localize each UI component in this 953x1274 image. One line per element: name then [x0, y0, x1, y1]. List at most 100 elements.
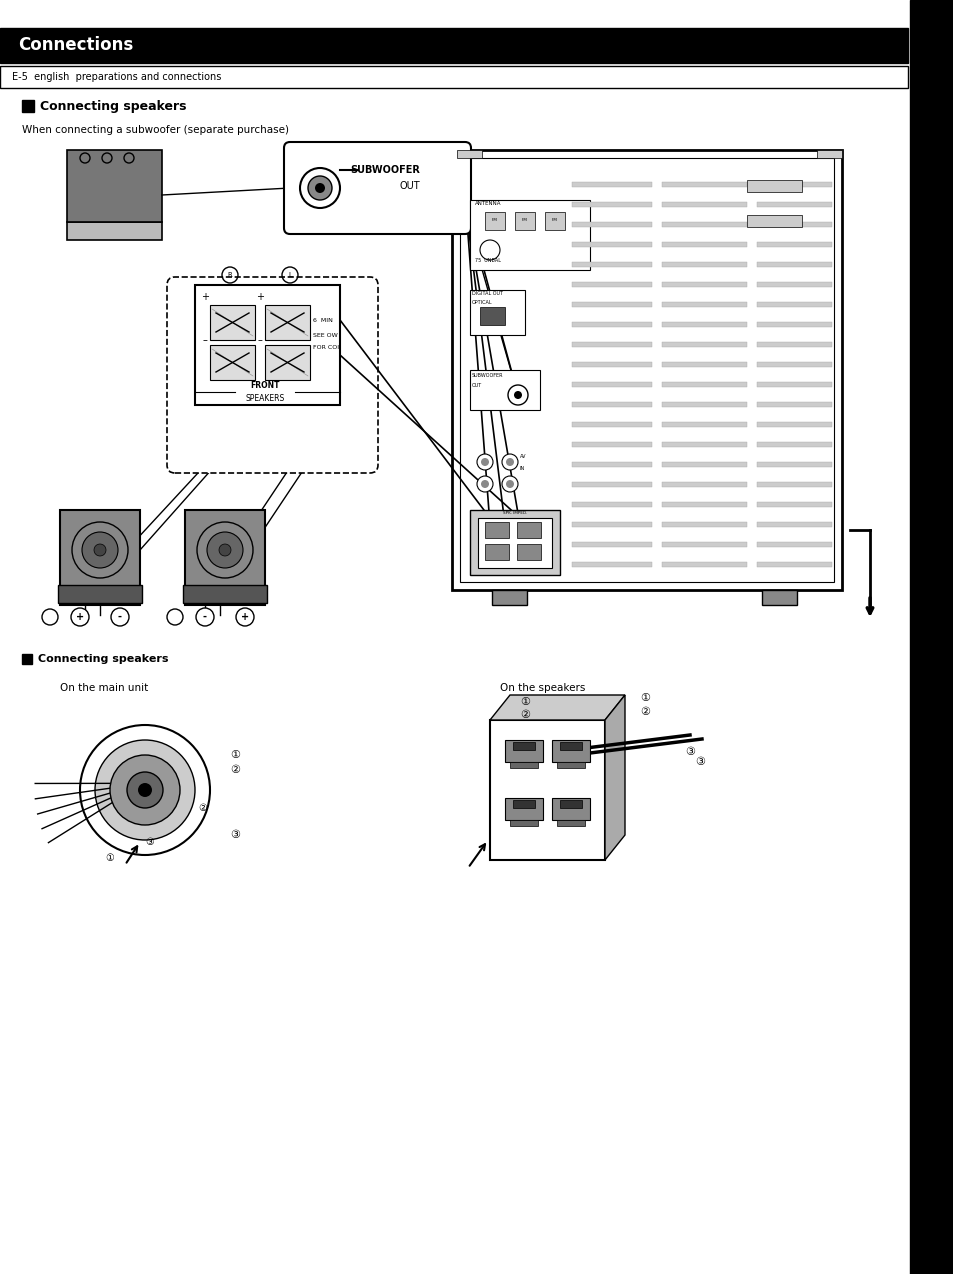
Bar [757, 222, 831, 227]
Bar [183, 585, 267, 603]
Text: ③: ③ [146, 837, 154, 847]
Bar [757, 362, 831, 367]
Text: When connecting a subwoofer (separate purchase): When connecting a subwoofer (separate pu… [22, 125, 289, 135]
Bar [572, 203, 651, 206]
Bar [757, 442, 831, 447]
Bar [552, 740, 589, 762]
Bar [477, 519, 552, 568]
Bar [757, 341, 831, 347]
Circle shape [71, 522, 128, 578]
Text: FRONT: FRONT [250, 381, 279, 390]
Bar [661, 442, 746, 447]
Text: On the main unit: On the main unit [60, 683, 148, 693]
Circle shape [82, 533, 118, 568]
Bar [456, 150, 481, 158]
Bar [492, 590, 526, 605]
Text: +: + [201, 292, 209, 302]
Bar [484, 211, 504, 231]
Text: FM: FM [521, 218, 527, 222]
Circle shape [42, 609, 58, 626]
Polygon shape [490, 696, 624, 720]
Bar [757, 262, 831, 268]
Bar [661, 482, 746, 487]
Bar [517, 522, 540, 538]
Bar [757, 322, 831, 327]
Bar [661, 403, 746, 406]
Bar [661, 182, 746, 187]
Text: 75  UNBAL: 75 UNBAL [475, 259, 500, 262]
Bar [757, 203, 831, 206]
Bar [572, 282, 651, 287]
Circle shape [480, 457, 489, 466]
Bar [185, 510, 265, 605]
Circle shape [71, 608, 89, 626]
Text: -: - [203, 612, 207, 622]
Bar [572, 502, 651, 507]
Text: ③: ③ [230, 829, 240, 840]
Bar [572, 482, 651, 487]
Bar [572, 362, 651, 367]
Bar [0, 66, 907, 88]
Bar [757, 502, 831, 507]
Bar [67, 222, 162, 240]
Text: OUT: OUT [399, 181, 419, 191]
Text: On the speakers: On the speakers [499, 683, 585, 693]
Bar [67, 150, 162, 222]
Circle shape [94, 544, 106, 555]
Bar [661, 522, 746, 527]
Bar [572, 182, 651, 187]
Bar [757, 403, 831, 406]
Text: ①: ① [230, 750, 240, 761]
Bar [572, 462, 651, 468]
Bar [194, 285, 339, 405]
Text: +: + [241, 612, 249, 622]
Bar [816, 150, 841, 158]
Bar [661, 282, 746, 287]
Bar [757, 382, 831, 387]
Bar [761, 590, 796, 605]
Bar [572, 242, 651, 247]
Bar [484, 522, 509, 538]
Bar [470, 290, 524, 335]
Text: OPTICAL: OPTICAL [472, 299, 492, 304]
Text: FM: FM [552, 218, 558, 222]
Text: ②: ② [198, 803, 207, 813]
Text: Connecting speakers: Connecting speakers [38, 654, 169, 664]
Text: ANTENNA: ANTENNA [475, 201, 501, 206]
Circle shape [299, 168, 339, 208]
Bar [557, 762, 584, 768]
Circle shape [476, 454, 493, 470]
Bar [661, 541, 746, 547]
Text: +: + [255, 292, 264, 302]
Circle shape [480, 480, 489, 488]
Bar [757, 482, 831, 487]
Bar [757, 422, 831, 427]
Bar [572, 382, 651, 387]
Circle shape [110, 755, 180, 826]
Bar [909, 0, 953, 1274]
Bar [552, 798, 589, 820]
Bar [0, 28, 907, 62]
Circle shape [479, 240, 499, 260]
Text: DIGITAL OUT: DIGITAL OUT [472, 290, 502, 296]
Bar [757, 302, 831, 307]
Text: ③: ③ [684, 747, 695, 757]
Text: ②: ② [230, 764, 240, 775]
Text: -: - [118, 612, 122, 622]
Circle shape [476, 476, 493, 492]
Bar [757, 182, 831, 187]
Text: Connections: Connections [18, 36, 133, 54]
Bar [661, 422, 746, 427]
Circle shape [505, 480, 514, 488]
Bar [572, 522, 651, 527]
Bar [757, 282, 831, 287]
Bar [484, 544, 509, 561]
Bar [479, 307, 504, 325]
Bar [557, 820, 584, 826]
Bar [265, 345, 310, 380]
Text: IN: IN [519, 466, 525, 471]
Circle shape [95, 740, 194, 840]
Bar [572, 322, 651, 327]
Circle shape [196, 522, 253, 578]
Bar [60, 510, 140, 605]
